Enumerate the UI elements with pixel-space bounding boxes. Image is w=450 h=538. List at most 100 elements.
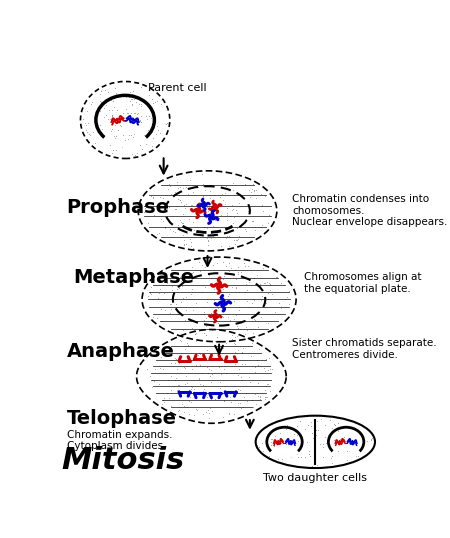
Point xyxy=(234,371,242,379)
Point xyxy=(209,321,216,330)
Point xyxy=(96,121,103,129)
Point xyxy=(107,140,114,149)
Point xyxy=(96,90,103,98)
Point xyxy=(302,452,309,461)
Point xyxy=(340,435,347,443)
Point xyxy=(158,214,165,223)
Point xyxy=(268,289,275,298)
Point xyxy=(153,130,160,138)
Point xyxy=(265,319,272,328)
Point xyxy=(133,110,140,119)
Point xyxy=(119,109,126,117)
Point xyxy=(128,94,135,103)
Point xyxy=(239,359,246,368)
Point xyxy=(127,109,134,118)
Point xyxy=(218,242,225,250)
Point xyxy=(330,419,337,428)
Point xyxy=(198,260,206,269)
Point xyxy=(182,292,189,301)
Point xyxy=(227,393,234,402)
Point xyxy=(249,217,256,225)
Point xyxy=(238,404,245,413)
Point xyxy=(208,311,216,320)
Point xyxy=(279,455,286,464)
Point xyxy=(184,229,191,237)
Point xyxy=(164,203,171,211)
Point xyxy=(196,349,203,358)
Point xyxy=(130,130,138,139)
Point xyxy=(227,316,234,324)
Point xyxy=(137,118,144,126)
Point xyxy=(144,218,152,227)
Point xyxy=(188,365,195,373)
Point xyxy=(344,447,351,455)
Point xyxy=(225,409,232,418)
Point xyxy=(162,120,169,129)
Point xyxy=(267,365,274,373)
Point xyxy=(230,179,237,187)
Point xyxy=(276,451,284,459)
Point xyxy=(181,316,189,324)
Point xyxy=(335,447,342,456)
Point xyxy=(238,373,245,381)
Point xyxy=(177,197,184,206)
Point xyxy=(260,264,267,272)
Point xyxy=(234,268,242,277)
Point xyxy=(162,273,169,281)
Point xyxy=(159,270,166,279)
Point xyxy=(180,273,187,282)
Point xyxy=(164,185,171,193)
Point xyxy=(153,230,161,238)
Point xyxy=(206,209,213,217)
Point xyxy=(252,193,260,202)
Point xyxy=(162,271,169,280)
Text: Chromatin expands.
Cytoplasm divides.: Chromatin expands. Cytoplasm divides. xyxy=(67,429,172,451)
Point xyxy=(184,342,192,351)
Point xyxy=(298,440,305,449)
Point xyxy=(200,180,207,188)
Point xyxy=(228,330,235,339)
Point xyxy=(234,322,241,330)
Point xyxy=(290,451,297,459)
Point xyxy=(203,363,210,372)
Point xyxy=(225,232,233,240)
Point xyxy=(151,365,158,374)
Point xyxy=(230,236,237,244)
Point xyxy=(322,432,329,441)
Point xyxy=(145,112,153,121)
Point xyxy=(89,128,96,136)
Point xyxy=(232,206,239,214)
Point xyxy=(343,456,350,464)
Point xyxy=(181,344,188,353)
Point xyxy=(112,145,120,154)
Point xyxy=(194,182,202,191)
Point xyxy=(148,114,155,123)
Point xyxy=(148,192,155,201)
Point xyxy=(172,355,180,363)
Point xyxy=(245,186,252,194)
Point xyxy=(108,112,115,121)
Point xyxy=(169,269,176,278)
Point xyxy=(150,312,157,321)
Point xyxy=(189,263,196,272)
Point xyxy=(180,311,187,320)
Point xyxy=(249,185,256,193)
Point xyxy=(175,183,182,192)
Point xyxy=(163,279,170,287)
Point xyxy=(181,240,188,249)
Point xyxy=(157,317,164,325)
Point xyxy=(229,205,236,214)
Point xyxy=(154,96,161,105)
Point xyxy=(249,403,256,412)
Point xyxy=(131,151,139,159)
Point xyxy=(181,330,189,338)
Point xyxy=(104,88,112,96)
Point xyxy=(265,218,272,227)
Point xyxy=(128,131,135,139)
Point xyxy=(172,205,180,214)
Point xyxy=(190,388,197,397)
Point xyxy=(267,437,274,446)
Point xyxy=(180,183,187,192)
Point xyxy=(185,215,193,223)
Point xyxy=(334,451,342,459)
